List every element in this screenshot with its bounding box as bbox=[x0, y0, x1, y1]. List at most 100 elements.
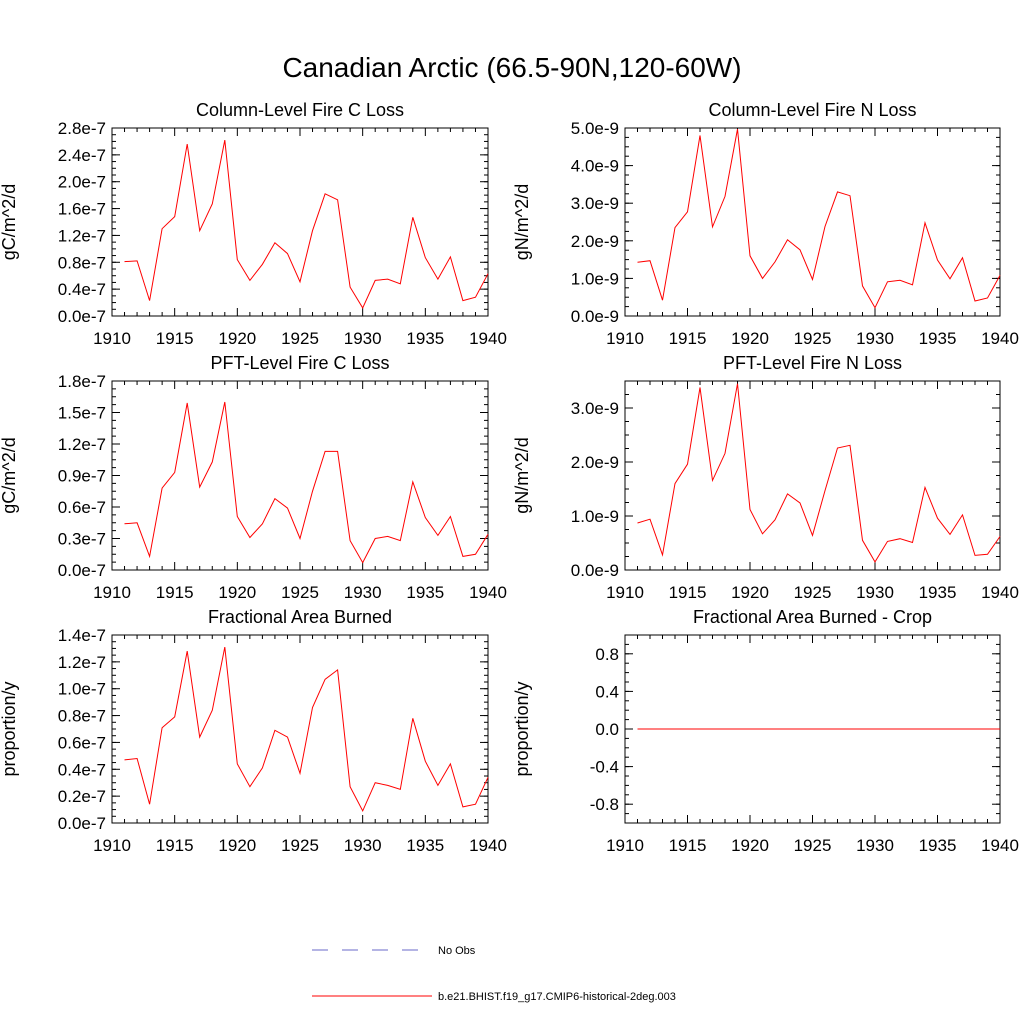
panel-title: Column-Level Fire C Loss bbox=[196, 100, 404, 120]
y-tick-label: 2.0e-9 bbox=[571, 453, 619, 472]
y-tick-label: 5.0e-9 bbox=[571, 119, 619, 138]
series-line-1 bbox=[124, 401, 489, 564]
y-tick-label: 0.8 bbox=[595, 645, 619, 664]
series-line-1 bbox=[637, 383, 1001, 563]
y-tick-label: 0.0e-7 bbox=[58, 307, 106, 326]
y-tick-label: 0.4 bbox=[595, 682, 619, 701]
x-tick-label: 1915 bbox=[669, 836, 707, 855]
x-tick-label: 1910 bbox=[606, 329, 644, 348]
panel-title: PFT-Level Fire N Loss bbox=[723, 353, 902, 373]
y-tick-label: 1.8e-7 bbox=[58, 372, 106, 391]
y-tick-label: 1.2e-7 bbox=[58, 435, 106, 454]
x-tick-label: 1935 bbox=[919, 583, 957, 602]
chart-panel-5: Fractional Area Burned proportion/y 1910 19… bbox=[0, 607, 507, 855]
x-tick-label: 1910 bbox=[93, 329, 131, 348]
x-tick-label: 1930 bbox=[856, 836, 894, 855]
x-tick-label: 1920 bbox=[731, 329, 769, 348]
x-tick-label: 1915 bbox=[669, 329, 707, 348]
plot-frame bbox=[111, 380, 489, 571]
x-tick-label: 1935 bbox=[406, 583, 444, 602]
x-tick-label: 1930 bbox=[856, 329, 894, 348]
y-tick-label: 0.0e-7 bbox=[58, 561, 106, 580]
y-axis-label: proportion/y bbox=[0, 681, 19, 776]
series-line-1 bbox=[124, 647, 489, 813]
y-tick-label: 1.0e-9 bbox=[571, 269, 619, 288]
y-tick-label: 0.0e-7 bbox=[58, 814, 106, 833]
y-tick-label: 0.8e-7 bbox=[58, 253, 106, 272]
y-tick-label: -0.8 bbox=[590, 795, 619, 814]
x-tick-label: 1915 bbox=[156, 836, 194, 855]
y-axis-label: gC/m^2/d bbox=[0, 184, 19, 260]
y-tick-label: 0.4e-7 bbox=[58, 280, 106, 299]
x-tick-label: 1925 bbox=[281, 329, 319, 348]
x-tick-label: 1920 bbox=[218, 583, 256, 602]
y-tick-label: 2.4e-7 bbox=[58, 146, 106, 165]
legend-label: b.e21.BHIST.f19_g17.CMIP6-historical-2de… bbox=[438, 991, 676, 1003]
y-tick-label: 0.6e-7 bbox=[58, 498, 106, 517]
panel-title: PFT-Level Fire C Loss bbox=[210, 353, 389, 373]
x-tick-label: 1935 bbox=[919, 836, 957, 855]
x-tick-label: 1925 bbox=[281, 836, 319, 855]
y-tick-label: -0.4 bbox=[590, 758, 619, 777]
figure-title: Canadian Arctic (66.5-90N,120-60W) bbox=[282, 52, 742, 83]
series-line-1 bbox=[637, 129, 1001, 309]
x-tick-label: 1935 bbox=[406, 329, 444, 348]
y-tick-label: 2.0e-7 bbox=[58, 173, 106, 192]
plot-frame bbox=[111, 634, 489, 824]
x-tick-label: 1940 bbox=[981, 836, 1019, 855]
x-tick-label: 1910 bbox=[93, 583, 131, 602]
x-tick-label: 1935 bbox=[919, 329, 957, 348]
y-tick-label: 3.0e-9 bbox=[571, 194, 619, 213]
panel-title: Fractional Area Burned bbox=[208, 607, 392, 627]
y-tick-label: 1.4e-7 bbox=[58, 626, 106, 645]
y-tick-label: 0.0e-9 bbox=[571, 561, 619, 580]
y-axis-label: proportion/y bbox=[512, 681, 532, 776]
x-tick-label: 1930 bbox=[344, 836, 382, 855]
x-tick-label: 1925 bbox=[281, 583, 319, 602]
x-tick-label: 1930 bbox=[856, 583, 894, 602]
x-tick-label: 1940 bbox=[469, 836, 507, 855]
y-tick-label: 1.0e-7 bbox=[58, 680, 106, 699]
x-tick-label: 1930 bbox=[344, 583, 382, 602]
x-tick-label: 1915 bbox=[156, 329, 194, 348]
chart-panel-6: Fractional Area Burned - Crop proportion/… bbox=[512, 607, 1019, 855]
y-tick-label: 0.8e-7 bbox=[58, 707, 106, 726]
x-tick-label: 1915 bbox=[669, 583, 707, 602]
y-tick-label: 3.0e-9 bbox=[571, 399, 619, 418]
chart-panel-2: Column-Level Fire N Loss gN/m^2/d 1910 1915… bbox=[512, 100, 1019, 348]
panel-title: Fractional Area Burned - Crop bbox=[693, 607, 932, 627]
y-axis-label: gN/m^2/d bbox=[512, 184, 532, 260]
plot-frame bbox=[624, 127, 1001, 317]
chart-panel-4: PFT-Level Fire N Loss gN/m^2/d 1910 1915 192… bbox=[512, 353, 1019, 602]
y-tick-label: 4.0e-9 bbox=[571, 157, 619, 176]
y-tick-label: 1.2e-7 bbox=[58, 653, 106, 672]
x-tick-label: 1910 bbox=[606, 836, 644, 855]
y-tick-label: 2.0e-9 bbox=[571, 232, 619, 251]
y-tick-label: 0.0 bbox=[595, 720, 619, 739]
y-tick-label: 0.9e-7 bbox=[58, 467, 106, 486]
x-tick-label: 1910 bbox=[93, 836, 131, 855]
x-tick-label: 1920 bbox=[731, 836, 769, 855]
y-tick-label: 0.3e-7 bbox=[58, 530, 106, 549]
x-tick-label: 1925 bbox=[794, 836, 832, 855]
y-tick-label: 1.6e-7 bbox=[58, 200, 106, 219]
plot-frame bbox=[624, 380, 1001, 571]
x-tick-label: 1925 bbox=[794, 329, 832, 348]
series-line-1 bbox=[124, 140, 489, 309]
x-tick-label: 1920 bbox=[218, 836, 256, 855]
y-tick-label: 0.6e-7 bbox=[58, 733, 106, 752]
y-tick-label: 0.2e-7 bbox=[58, 787, 106, 806]
y-tick-label: 0.4e-7 bbox=[58, 760, 106, 779]
x-tick-label: 1920 bbox=[218, 329, 256, 348]
x-tick-label: 1940 bbox=[469, 583, 507, 602]
x-tick-label: 1930 bbox=[344, 329, 382, 348]
y-axis-label: gC/m^2/d bbox=[0, 437, 19, 513]
y-tick-label: 2.8e-7 bbox=[58, 119, 106, 138]
x-tick-label: 1940 bbox=[981, 329, 1019, 348]
y-tick-label: 1.0e-9 bbox=[571, 507, 619, 526]
y-axis-label: gN/m^2/d bbox=[512, 437, 532, 513]
x-tick-label: 1910 bbox=[606, 583, 644, 602]
x-tick-label: 1920 bbox=[731, 583, 769, 602]
x-tick-label: 1940 bbox=[981, 583, 1019, 602]
